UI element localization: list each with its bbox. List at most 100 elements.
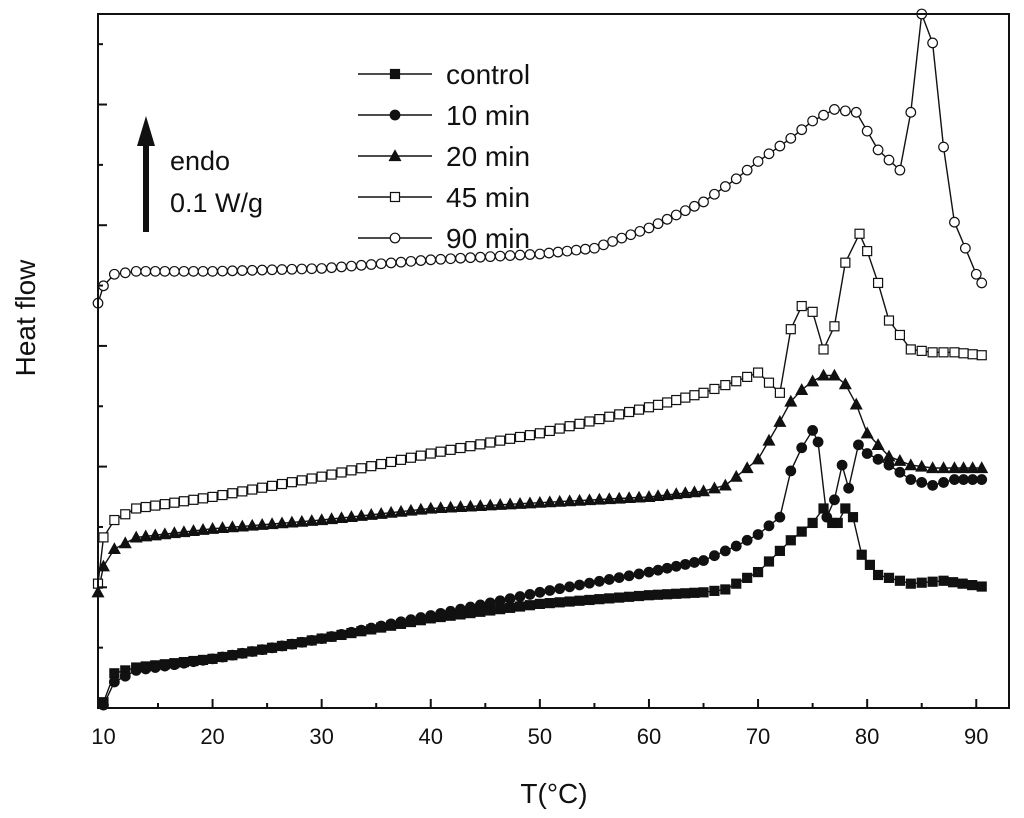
data-point-control (680, 588, 691, 599)
data-point-20-min (937, 461, 951, 474)
data-point-control (584, 594, 595, 606)
data-point-20-min (235, 519, 249, 532)
data-point-90-min (149, 265, 161, 277)
data-point-control (840, 503, 851, 514)
data-point-10-min (236, 647, 248, 659)
data-point-45-min (405, 452, 417, 463)
data-point-90-min (970, 268, 982, 280)
data-point-45-min (662, 397, 673, 408)
data-point-20-min (860, 426, 874, 439)
data-point-20-min (533, 495, 547, 508)
legend-item-10-min: 10 min (358, 100, 530, 131)
data-point-20-min (424, 501, 438, 514)
data-point-90-min (829, 104, 840, 115)
data-point-20-min (334, 511, 349, 524)
data-point-10-min (554, 583, 566, 595)
data-point-45-min (976, 350, 987, 361)
data-point-45-min (958, 348, 969, 359)
data-point-10-min (445, 605, 456, 617)
data-point-10-min (796, 442, 808, 454)
data-point-45-min (584, 416, 595, 427)
legend-item-90-min: 90 min (358, 223, 530, 254)
data-point-10-min (689, 557, 700, 568)
data-point-45-min (326, 469, 337, 480)
data-point-90-min (670, 209, 682, 221)
data-point-10-min (763, 520, 775, 532)
data-point-20-min (245, 518, 259, 531)
data-point-45-min (286, 477, 298, 488)
data-point-90-min (785, 132, 797, 144)
data-point-45-min (109, 514, 120, 526)
data-point-20-min (622, 491, 636, 504)
data-point-20-min (354, 509, 368, 521)
data-point-20-min (773, 414, 787, 427)
data-point-90-min (698, 196, 709, 208)
x-tick-label: 60 (637, 724, 661, 749)
data-point-45-min (554, 423, 565, 434)
data-point-control (927, 576, 938, 587)
data-point-45-min (505, 433, 516, 444)
data-point-10-min (140, 663, 152, 675)
endo-arrow-head-icon (137, 116, 155, 146)
data-point-control (938, 575, 949, 586)
data-point-10-min (256, 644, 268, 656)
data-point-10-min (286, 638, 298, 650)
data-point-90-min (607, 236, 618, 247)
data-point-90-min (689, 200, 700, 212)
data-point-10-min (544, 585, 556, 596)
data-point-20-min (265, 517, 279, 530)
data-point-45-min (840, 257, 851, 268)
data-point-20-min (573, 493, 587, 506)
data-point-45-min (614, 409, 625, 420)
data-point-20-min (139, 529, 153, 542)
data-point-10-min (395, 616, 407, 628)
data-point-45-min (574, 418, 585, 429)
data-point-90-min (385, 257, 397, 269)
data-point-20-min (255, 518, 269, 530)
data-point-90-min (616, 232, 628, 244)
data-point-90-min (415, 255, 427, 266)
data-point-20-min (697, 484, 711, 497)
data-point-control (774, 545, 785, 556)
data-point-90-min (140, 265, 152, 277)
data-point-control (785, 535, 796, 546)
data-point-20-min (215, 521, 229, 534)
data-point-45-min (829, 321, 840, 332)
data-point-90-min (355, 259, 367, 271)
data-point-20-min (177, 525, 191, 538)
data-point-20-min (632, 490, 646, 503)
x-tick-label: 80 (855, 724, 879, 749)
data-point-20-min (849, 397, 863, 410)
data-point-20-min (838, 377, 852, 390)
data-point-90-min (652, 218, 664, 230)
data-point-10-min (296, 636, 308, 648)
data-point-10-min (958, 474, 969, 485)
data-point-10-min (385, 618, 397, 630)
tick-layer: 10 20 30 40 50 60 70 80 90 (91, 43, 989, 749)
data-point-control (698, 587, 709, 598)
data-point-10-min (949, 474, 960, 485)
data-point-20-min (602, 492, 616, 505)
data-point-10-min (474, 599, 486, 611)
data-point-10-min (807, 425, 819, 436)
data-point-10-min (108, 676, 120, 688)
data-point-20-min (444, 500, 458, 513)
data-point-10-min (346, 626, 357, 638)
data-point-45-min (296, 475, 307, 486)
data-point-10-min (843, 482, 855, 494)
data-point-45-min (604, 411, 615, 422)
data-point-20-min (148, 528, 162, 541)
data-point-45-min (564, 421, 575, 432)
data-point-45-min (883, 315, 895, 326)
data-point-90-min (455, 252, 466, 264)
data-point-10-min (524, 589, 536, 600)
data-point-20-min (129, 530, 143, 543)
data-point-90-min (346, 260, 357, 272)
data-point-20-min (186, 524, 200, 536)
data-point-control (709, 585, 720, 596)
data-point-90-min (598, 239, 609, 251)
data-point-20-min (503, 497, 517, 510)
data-point-45-min (652, 399, 664, 410)
series-45-min (92, 228, 987, 589)
